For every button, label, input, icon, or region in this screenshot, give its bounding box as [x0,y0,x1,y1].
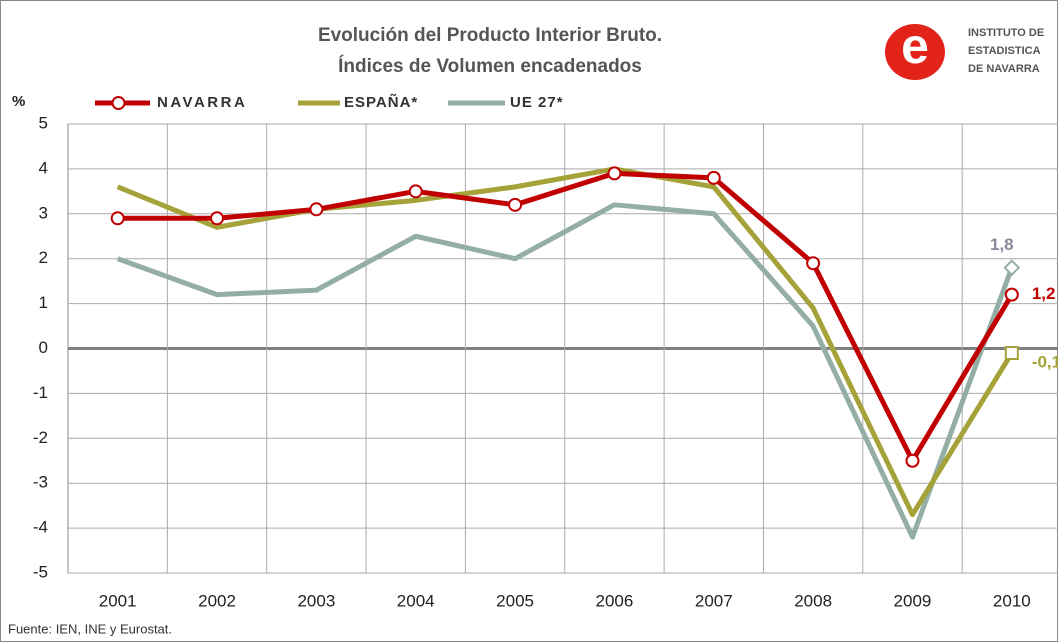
chart-subtitle: Índices de Volumen encadenados [338,55,642,77]
logo: e INSTITUTO DE ESTADISTICA DE NAVARRA [885,18,1044,80]
series-line [116,202,1015,540]
point [210,211,225,226]
x-tick-label: 2006 [596,591,634,610]
x-tick-label: 2004 [397,591,435,610]
data-label: 1,2 [1032,284,1056,303]
y-tick-label: -5 [33,562,48,581]
legend-label: NAVARRA [157,94,247,111]
y-tick-label: -1 [33,383,48,402]
y-tick-label: 4 [39,158,48,177]
source-note: Fuente: IEN, INE y Eurostat. [8,621,172,636]
logo-text: INSTITUTO DE [968,27,1044,39]
y-tick-label: 5 [39,113,48,132]
y-tick-label: 2 [39,248,48,267]
chart-title: Evolución del Producto Interior Bruto. [318,25,662,46]
point [1004,287,1019,302]
x-tick-label: 2007 [695,591,733,610]
point [508,197,523,212]
x-tick-label: 2003 [297,591,335,610]
logo-mark [885,24,945,80]
y-tick-label: 1 [39,293,48,312]
y-tick-label: -4 [33,518,48,537]
y-tick-label: -2 [33,428,48,447]
point [905,453,920,468]
point [110,211,125,226]
x-tick-label: 2002 [198,591,236,610]
series-line [116,166,1014,518]
x-tick-label: 2010 [993,591,1031,610]
data-label: 1,8 [990,235,1014,254]
y-tick-label: 0 [39,338,48,357]
point [706,170,721,185]
point [1003,259,1021,277]
point [408,184,423,199]
point [309,202,324,217]
x-tick-label: 2009 [894,591,932,610]
logo-text: ESTADISTICA [968,45,1041,57]
legend-label: UE 27* [510,94,564,111]
y-tick-label: 3 [39,203,48,222]
logo-letter: e [901,18,929,74]
x-tick-label: 2001 [99,591,137,610]
point [1004,345,1019,360]
y-tick-label: -3 [33,473,48,492]
series-line [117,170,1014,464]
data-label: -0,1 [1032,352,1058,371]
y-axis-label: % [12,93,25,110]
point [607,166,622,181]
x-tick-label: 2008 [794,591,832,610]
logo-text: DE NAVARRA [968,63,1040,75]
legend-label: ESPAÑA* [344,93,418,111]
legend-marker [111,96,126,110]
x-tick-label: 2005 [496,591,534,610]
point [806,256,821,271]
